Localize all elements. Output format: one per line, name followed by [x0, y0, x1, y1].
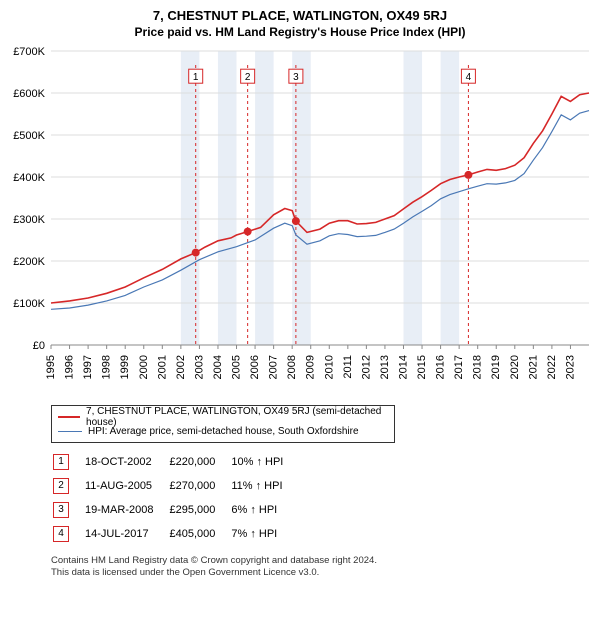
sale-marker: 2 [53, 478, 69, 494]
svg-text:2: 2 [245, 72, 251, 83]
svg-text:2008: 2008 [286, 355, 298, 379]
svg-text:2007: 2007 [268, 355, 280, 379]
sale-date: 19-MAR-2008 [85, 499, 167, 521]
sale-marker: 1 [53, 454, 69, 470]
svg-text:2019: 2019 [490, 355, 502, 379]
svg-text:2006: 2006 [249, 355, 261, 379]
page-title: 7, CHESTNUT PLACE, WATLINGTON, OX49 5RJ [5, 8, 595, 23]
sale-date: 14-JUL-2017 [85, 523, 167, 545]
svg-text:£600K: £600K [13, 88, 45, 100]
svg-text:2002: 2002 [175, 355, 187, 379]
svg-text:2011: 2011 [342, 355, 354, 379]
svg-text:1995: 1995 [45, 355, 57, 379]
chart-svg: £0 £100K £200K £300K £400K £500K £600K £700K 199… [5, 45, 595, 395]
svg-text:2013: 2013 [379, 355, 391, 379]
sale-hpi-delta: 11% ↑ HPI [231, 475, 297, 497]
svg-text:2004: 2004 [212, 355, 224, 379]
svg-text:1996: 1996 [64, 355, 76, 379]
svg-text:£200K: £200K [13, 256, 45, 268]
svg-text:£400K: £400K [13, 172, 45, 184]
legend: 7, CHESTNUT PLACE, WATLINGTON, OX49 5RJ … [51, 405, 395, 443]
legend-label: HPI: Average price, semi-detached house,… [88, 426, 359, 437]
svg-text:£700K: £700K [13, 46, 45, 58]
svg-text:2023: 2023 [564, 355, 576, 379]
svg-text:£0: £0 [33, 340, 45, 352]
table-row: 4 14-JUL-2017£405,0007% ↑ HPI [53, 523, 297, 545]
svg-text:2021: 2021 [527, 355, 539, 379]
svg-text:2020: 2020 [509, 355, 521, 379]
svg-text:2009: 2009 [305, 355, 317, 379]
price-chart: £0 £100K £200K £300K £400K £500K £600K £700K 199… [5, 45, 595, 395]
svg-text:2015: 2015 [416, 355, 428, 379]
svg-text:2000: 2000 [138, 355, 150, 379]
sale-price: £220,000 [169, 451, 229, 473]
svg-text:2014: 2014 [397, 355, 409, 379]
sale-hpi-delta: 7% ↑ HPI [231, 523, 297, 545]
svg-text:2003: 2003 [193, 355, 205, 379]
svg-text:2018: 2018 [472, 355, 484, 379]
sale-date: 18-OCT-2002 [85, 451, 167, 473]
svg-text:2022: 2022 [546, 355, 558, 379]
svg-text:2017: 2017 [453, 355, 465, 379]
sale-price: £270,000 [169, 475, 229, 497]
sale-marker: 4 [53, 526, 69, 542]
footer-line-2: This data is licensed under the Open Gov… [51, 567, 587, 579]
svg-text:2010: 2010 [323, 355, 335, 379]
footer-attribution: Contains HM Land Registry data © Crown c… [51, 555, 587, 580]
svg-text:2016: 2016 [435, 355, 447, 379]
legend-swatch [58, 416, 80, 418]
sale-hpi-delta: 6% ↑ HPI [231, 499, 297, 521]
svg-text:2005: 2005 [231, 355, 243, 379]
svg-text:2012: 2012 [360, 355, 372, 379]
footer-line-1: Contains HM Land Registry data © Crown c… [51, 555, 587, 567]
svg-text:1: 1 [193, 72, 199, 83]
svg-text:3: 3 [293, 72, 299, 83]
legend-swatch [58, 431, 82, 432]
table-row: 3 19-MAR-2008£295,0006% ↑ HPI [53, 499, 297, 521]
sale-marker: 3 [53, 502, 69, 518]
svg-text:£300K: £300K [13, 214, 45, 226]
table-row: 1 18-OCT-2002£220,00010% ↑ HPI [53, 451, 297, 473]
svg-text:£100K: £100K [13, 298, 45, 310]
svg-text:£500K: £500K [13, 130, 45, 142]
svg-text:4: 4 [466, 72, 472, 83]
legend-row: HPI: Average price, semi-detached house,… [58, 424, 388, 438]
table-row: 2 11-AUG-2005£270,00011% ↑ HPI [53, 475, 297, 497]
sales-table: 1 18-OCT-2002£220,00010% ↑ HPI 2 11-AUG-200… [51, 449, 299, 547]
svg-text:1997: 1997 [82, 355, 94, 379]
page-subtitle: Price paid vs. HM Land Registry's House … [5, 25, 595, 39]
svg-text:1998: 1998 [101, 355, 113, 379]
sale-price: £405,000 [169, 523, 229, 545]
svg-text:2001: 2001 [156, 355, 168, 379]
legend-row: 7, CHESTNUT PLACE, WATLINGTON, OX49 5RJ … [58, 410, 388, 424]
sale-price: £295,000 [169, 499, 229, 521]
svg-text:1999: 1999 [119, 355, 131, 379]
sale-date: 11-AUG-2005 [85, 475, 167, 497]
sale-hpi-delta: 10% ↑ HPI [231, 451, 297, 473]
